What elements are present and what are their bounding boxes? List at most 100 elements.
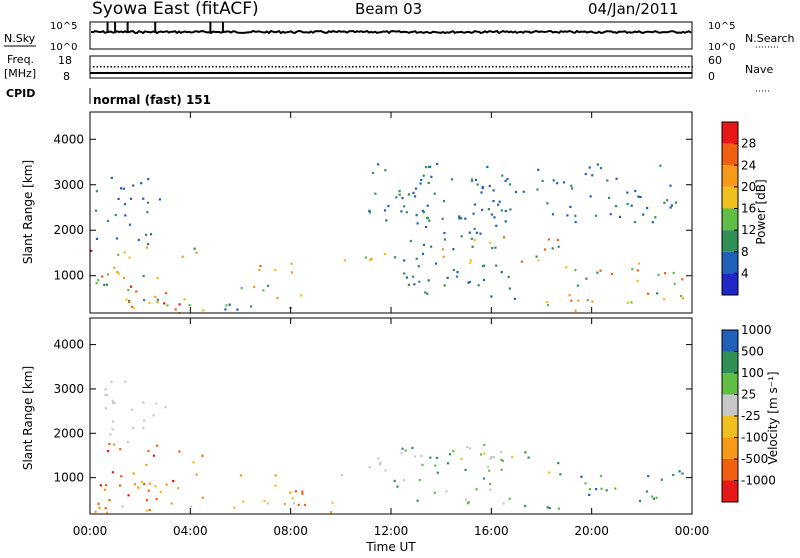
freq-tick-high: 18: [58, 54, 72, 67]
heatmap-cell: [148, 301, 151, 304]
nave-point: [159, 66, 161, 68]
heatmap-cell: [111, 420, 115, 423]
heatmap-cell: [547, 238, 550, 241]
heatmap-cell: [145, 233, 148, 236]
nave-point: [471, 66, 473, 68]
heatmap-cell: [164, 292, 167, 295]
heatmap-cell: [403, 205, 406, 208]
nave-point: [376, 66, 378, 68]
heatmap-cell: [195, 473, 198, 476]
nave-point: [170, 66, 172, 68]
heatmap-cell: [398, 189, 401, 193]
heatmap-cell: [110, 176, 113, 179]
nave-point: [579, 66, 581, 68]
heatmap-cell: [446, 276, 449, 279]
nave-point: [443, 66, 445, 68]
heatmap-cell: [599, 167, 603, 170]
nave-point: [310, 66, 312, 68]
heatmap-cell: [544, 248, 547, 251]
freq-label: Freq.: [7, 53, 34, 66]
nave-point: [184, 66, 186, 68]
heatmap-cell: [95, 237, 99, 240]
heatmap-cell: [502, 502, 505, 505]
heatmap-cell: [630, 301, 633, 304]
x-tick-label: 16:00: [474, 524, 509, 538]
heatmap-cell: [201, 496, 204, 499]
heatmap-cell: [395, 196, 398, 199]
heatmap-cell: [405, 211, 408, 214]
y-tick-label: 2000: [53, 426, 84, 440]
heatmap-cell: [156, 444, 159, 447]
heatmap-cell: [95, 190, 98, 193]
nave-point: [240, 66, 242, 68]
heatmap-cell: [414, 455, 417, 458]
nave-point: [331, 66, 333, 68]
heatmap-cell: [106, 273, 110, 276]
heatmap-cell: [501, 174, 504, 177]
heatmap-cell: [433, 491, 436, 494]
heatmap-cell: [98, 506, 101, 509]
colorbar-segment: [722, 208, 738, 231]
nave-point: [138, 66, 140, 68]
nave-point: [464, 66, 466, 68]
heatmap-cell: [156, 301, 159, 304]
heatmap-cell: [588, 488, 591, 491]
heatmap-cell: [500, 209, 503, 212]
heatmap-cell: [417, 265, 420, 268]
heatmap-cell: [458, 215, 461, 218]
heatmap-cell: [443, 231, 446, 235]
heatmap-cell: [626, 191, 629, 194]
heatmap-cell: [142, 401, 145, 404]
nave-point: [205, 66, 207, 68]
heatmap-cell: [664, 272, 667, 275]
heatmap-cell: [371, 171, 375, 174]
heatmap-cell: [596, 271, 599, 274]
nsearch-tick-high: 10^5: [708, 21, 735, 32]
heatmap-cell: [421, 252, 425, 255]
heatmap-cell: [450, 178, 454, 181]
heatmap-cell: [94, 510, 97, 513]
heatmap-cell: [429, 456, 432, 459]
heatmap-cell: [586, 298, 589, 302]
nave-tick-low: 0: [708, 70, 715, 83]
heatmap-cell: [495, 224, 498, 227]
heatmap-cell: [193, 247, 196, 250]
cpid-label: CPID: [6, 87, 35, 100]
heatmap-cell: [407, 193, 410, 196]
heatmap-cell: [460, 235, 463, 238]
heatmap-cell: [468, 280, 471, 284]
heatmap-cell: [124, 214, 127, 217]
nave-point: [362, 66, 364, 68]
heatmap-cell: [418, 479, 421, 482]
heatmap-cell: [679, 294, 683, 298]
colorbar-tick-label: 100: [741, 366, 764, 380]
heatmap-cell: [110, 380, 113, 383]
heatmap-cell: [132, 426, 135, 429]
heatmap-cell: [636, 280, 639, 283]
nave-point: [208, 66, 210, 68]
heatmap-cell: [121, 505, 124, 508]
nave-point: [667, 66, 669, 68]
colorbar-segment: [722, 416, 738, 438]
heatmap-cell: [646, 207, 649, 210]
heatmap-cell: [430, 175, 433, 178]
heatmap-cell: [466, 445, 469, 448]
heatmap-cell: [166, 304, 169, 307]
nave-point: [653, 66, 655, 68]
heatmap-cell: [504, 220, 507, 223]
heatmap-cell: [119, 484, 122, 487]
nave-point: [180, 66, 182, 68]
heatmap-cell: [427, 165, 430, 169]
heatmap-cell: [374, 192, 377, 195]
nave-point: [516, 66, 518, 68]
heatmap-cell: [130, 305, 133, 308]
heatmap-cell: [225, 304, 228, 307]
heatmap-cell: [452, 248, 455, 251]
nave-point: [429, 66, 431, 68]
heatmap-cell: [442, 200, 446, 203]
heatmap-cell: [489, 482, 492, 485]
heatmap-cell: [426, 216, 429, 219]
heatmap-cell: [368, 466, 371, 469]
heatmap-cell: [113, 443, 116, 446]
heatmap-cell: [472, 212, 475, 215]
